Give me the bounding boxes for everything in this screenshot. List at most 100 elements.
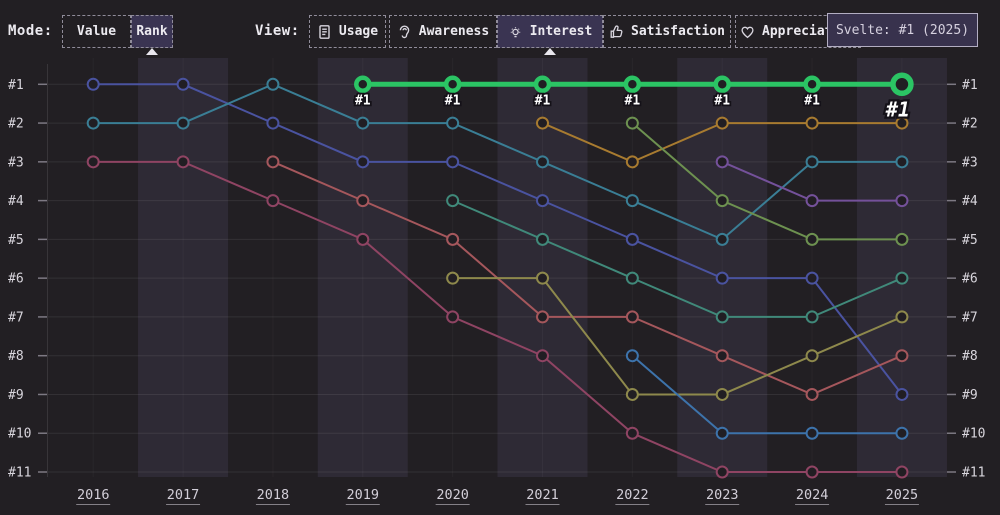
year-label-2018[interactable]: 2018 (257, 487, 290, 503)
data-point-line-olive-2025[interactable] (895, 310, 909, 324)
data-point-line-purple-2023[interactable] (715, 155, 729, 169)
data-point-line-purple-2025[interactable] (895, 194, 909, 208)
data-point-line-amber-2025[interactable] (895, 116, 909, 130)
mode-button-value[interactable]: Value (62, 15, 131, 48)
view-button-interest[interactable]: Interest (497, 15, 603, 48)
data-point-line-teal-2016[interactable] (86, 116, 100, 130)
data-point-line-teal-2022[interactable] (625, 194, 639, 208)
data-point-line-red-2018[interactable] (266, 155, 280, 169)
data-point-line-red-2019[interactable] (356, 194, 370, 208)
rank-line-line-teal[interactable] (93, 83, 902, 241)
rank-line-line-crimson[interactable] (93, 160, 902, 473)
data-point-line-olive-2023[interactable] (715, 387, 729, 401)
right-rank-label: #2 (962, 117, 978, 132)
data-point-line-red-2024[interactable] (805, 387, 819, 401)
data-point-svelte-2021[interactable] (533, 75, 552, 94)
data-point-line-teal-2024[interactable] (805, 155, 819, 169)
year-label-2022[interactable]: 2022 (616, 487, 649, 503)
data-point-line-red-2020[interactable] (446, 232, 460, 246)
view-button-usage[interactable]: Usage (309, 15, 386, 48)
data-point-svelte-2023[interactable] (713, 75, 731, 94)
data-point-svelte-2022[interactable] (623, 75, 642, 94)
data-point-line-teal-2025[interactable] (895, 155, 909, 169)
year-label-2023[interactable]: 2023 (706, 487, 739, 503)
data-point-line-indigo-2022[interactable] (625, 232, 639, 246)
data-point-svelte-2024[interactable] (803, 75, 821, 94)
data-point-line-red-2023[interactable] (715, 349, 729, 363)
data-point-line-crimson-2023[interactable] (715, 465, 729, 479)
data-point-line-indigo-2017[interactable] (176, 77, 190, 91)
data-point-line-sea-teal-2024[interactable] (805, 310, 819, 324)
data-point-line-denim-2024[interactable] (805, 426, 819, 440)
data-point-line-indigo-2020[interactable] (446, 155, 460, 169)
data-point-line-indigo-2018[interactable] (266, 116, 280, 130)
data-point-line-amber-2021[interactable] (536, 116, 549, 130)
data-point-line-olive-2020[interactable] (446, 271, 460, 285)
data-point-line-green-2023[interactable] (715, 194, 729, 208)
data-point-line-green-2025[interactable] (895, 232, 909, 246)
data-point-line-olive-2021[interactable] (536, 271, 549, 285)
data-point-line-sea-teal-2023[interactable] (715, 310, 729, 324)
rank-line-line-red[interactable] (272, 160, 903, 396)
data-point-line-teal-2018[interactable] (266, 77, 280, 91)
data-point-line-denim-2025[interactable] (895, 426, 909, 440)
view-button-satisfaction[interactable]: Satisfaction (603, 15, 731, 48)
data-point-line-teal-2021[interactable] (536, 155, 549, 169)
highlight-end-rank-label: #1 (885, 97, 910, 121)
data-point-line-amber-2022[interactable] (625, 155, 639, 169)
data-point-line-crimson-2020[interactable] (446, 310, 460, 324)
year-label-2020[interactable]: 2020 (436, 487, 469, 503)
year-label-2017[interactable]: 2017 (167, 487, 200, 503)
year-label-2021[interactable]: 2021 (526, 487, 559, 503)
data-point-line-sea-teal-2022[interactable] (625, 271, 639, 285)
data-point-line-crimson-2019[interactable] (356, 232, 370, 246)
data-point-line-crimson-2018[interactable] (266, 194, 280, 208)
data-point-line-sea-teal-2020[interactable] (446, 194, 460, 208)
data-point-svelte-2020[interactable] (443, 75, 462, 94)
data-point-line-amber-2023[interactable] (715, 116, 729, 130)
year-label-2025[interactable]: 2025 (886, 487, 919, 503)
data-point-line-denim-2022[interactable] (625, 349, 639, 363)
data-point-line-sea-teal-2025[interactable] (895, 271, 909, 285)
data-point-line-crimson-2021[interactable] (536, 349, 549, 363)
data-point-line-teal-2019[interactable] (356, 116, 370, 130)
rank-line-line-denim[interactable] (631, 354, 902, 435)
rank-line-line-green[interactable] (631, 122, 902, 241)
data-point-line-amber-2024[interactable] (805, 116, 819, 130)
rank-line-line-sea-teal[interactable] (452, 199, 903, 318)
view-button-usage-label: Usage (338, 24, 379, 39)
data-point-line-crimson-2022[interactable] (625, 426, 639, 440)
data-point-line-crimson-2017[interactable] (176, 155, 190, 169)
data-point-line-green-2024[interactable] (805, 232, 819, 246)
data-point-line-crimson-2025[interactable] (895, 465, 909, 479)
data-point-line-indigo-2016[interactable] (86, 77, 100, 91)
data-point-line-denim-2023[interactable] (715, 426, 729, 440)
data-point-line-crimson-2016[interactable] (86, 155, 100, 169)
data-point-svelte-2025[interactable] (890, 72, 914, 97)
data-point-line-olive-2024[interactable] (805, 349, 819, 363)
year-label-2019[interactable]: 2019 (347, 487, 380, 503)
data-point-line-indigo-2024[interactable] (805, 271, 819, 285)
data-point-line-indigo-2021[interactable] (536, 194, 549, 208)
data-point-line-crimson-2024[interactable] (805, 465, 819, 479)
data-point-line-teal-2023[interactable] (715, 232, 729, 246)
year-label-2024[interactable]: 2024 (796, 487, 829, 503)
mode-button-rank[interactable]: Rank (131, 15, 173, 48)
data-point-line-red-2025[interactable] (895, 349, 909, 363)
data-point-line-green-2022[interactable] (625, 116, 639, 130)
data-point-line-indigo-2019[interactable] (356, 155, 370, 169)
data-point-svelte-2019[interactable] (354, 75, 372, 94)
data-point-line-indigo-2025[interactable] (895, 387, 909, 401)
view-button-awareness[interactable]: Awareness (389, 15, 497, 48)
data-point-line-teal-2017[interactable] (176, 116, 190, 130)
data-point-line-indigo-2023[interactable] (715, 271, 729, 285)
data-point-line-red-2021[interactable] (536, 310, 549, 324)
year-label-2016[interactable]: 2016 (77, 487, 110, 503)
data-point-line-purple-2024[interactable] (805, 194, 819, 208)
data-point-line-red-2022[interactable] (625, 310, 639, 324)
data-point-line-olive-2022[interactable] (625, 387, 639, 401)
hover-tooltip: Svelte: #1 (2025) (827, 13, 978, 47)
data-point-line-sea-teal-2021[interactable] (536, 232, 549, 246)
data-point-line-teal-2020[interactable] (446, 116, 460, 130)
